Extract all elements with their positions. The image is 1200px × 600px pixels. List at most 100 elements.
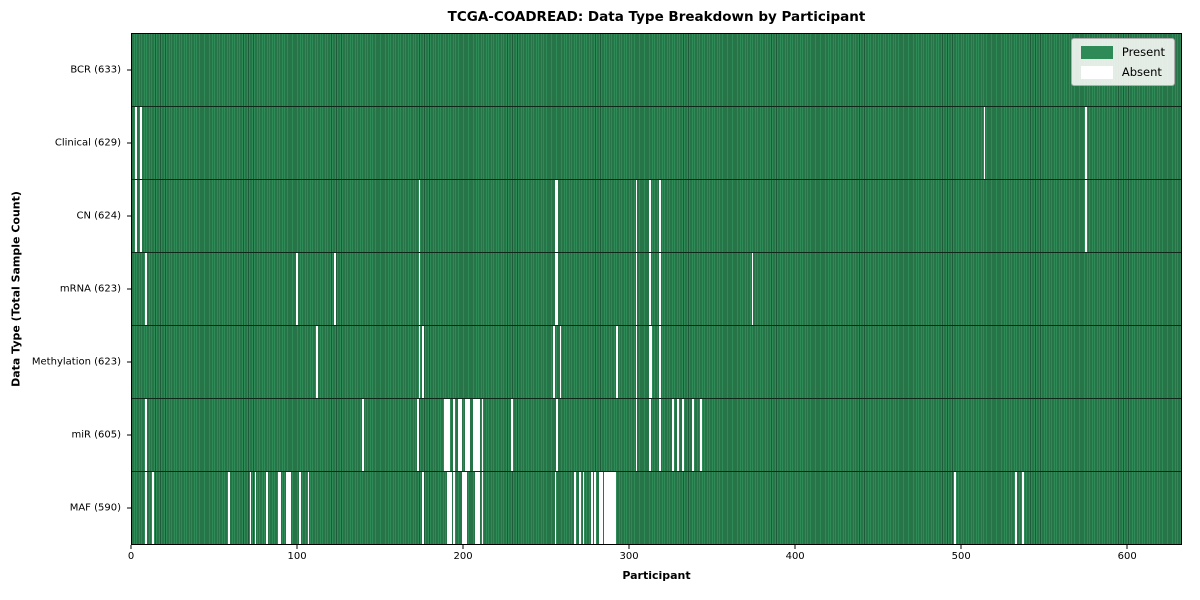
absent-stripe (418, 326, 421, 398)
legend-swatch-absent (1080, 65, 1113, 79)
chart-title: TCGA-COADREAD: Data Type Breakdown by Pa… (447, 9, 866, 25)
y-tick-label-MAF: MAF (590) (69, 502, 121, 514)
legend: Present Absent (1070, 38, 1175, 86)
absent-stripe (635, 253, 638, 325)
absent-stripe (450, 472, 452, 544)
absent-stripe (594, 472, 596, 544)
absent-stripe (599, 472, 601, 544)
absent-stripe (591, 472, 593, 544)
absent-stripe (446, 472, 449, 544)
absent-stripe (610, 472, 613, 544)
y-tick-mark (127, 69, 131, 71)
absent-stripe (453, 472, 456, 544)
y-tick-label-BCR: BCR (633) (70, 64, 121, 76)
legend-entry-present: Present (1080, 45, 1165, 59)
absent-stripe (1084, 180, 1087, 252)
absent-stripe (692, 399, 694, 471)
absent-stripe (277, 472, 280, 544)
x-tick-mark (296, 545, 298, 549)
absent-stripe (658, 326, 661, 398)
x-tick-label: 400 (785, 551, 805, 562)
absent-stripe (609, 472, 611, 544)
absent-stripe (286, 472, 288, 544)
absent-stripe (145, 399, 147, 471)
x-tick-label: 500 (951, 551, 971, 562)
absent-stripe (649, 180, 651, 252)
absent-stripe (649, 326, 651, 398)
datatype-row-CN (132, 179, 1181, 252)
legend-swatch-present (1080, 45, 1113, 59)
y-tick-mark (127, 142, 131, 144)
absent-stripe (554, 253, 557, 325)
absent-stripe (635, 326, 638, 398)
y-tick-label-miR: miR (605) (71, 429, 121, 441)
absent-stripe (279, 472, 282, 544)
absent-stripe (443, 399, 446, 471)
absent-stripe (579, 472, 582, 544)
absent-stripe (556, 180, 558, 252)
plot-area: Present Absent (131, 33, 1182, 545)
absent-stripe (658, 180, 661, 252)
absent-stripe (145, 472, 147, 544)
absent-stripe (672, 399, 674, 471)
absent-stripe (582, 472, 585, 544)
absent-stripe (658, 253, 661, 325)
absent-stripe (612, 472, 615, 544)
absent-stripe (983, 107, 986, 179)
datatype-row-miR (132, 398, 1181, 471)
absent-stripe (600, 472, 603, 544)
absent-stripe (289, 472, 292, 544)
absent-stripe (476, 399, 479, 471)
absent-stripe (461, 472, 464, 544)
absent-stripe (478, 399, 480, 471)
absent-stripe (135, 107, 137, 179)
absent-stripe (1084, 107, 1087, 179)
x-tick-label: 600 (1117, 551, 1137, 562)
y-tick-mark (127, 215, 131, 217)
absent-stripe (1015, 472, 1017, 544)
absent-stripe (151, 472, 154, 544)
absent-stripe (604, 472, 606, 544)
y-axis-ticks: BCR (633) Clinical (629) CN (624) mRNA (623… (0, 33, 131, 545)
absent-stripe (417, 399, 419, 471)
absent-stripe (658, 399, 661, 471)
absent-stripe (465, 472, 467, 544)
absent-stripe (481, 399, 484, 471)
absent-stripe (677, 399, 679, 471)
absent-stripe (422, 326, 424, 398)
absent-stripe (460, 399, 462, 471)
absent-stripe (635, 180, 638, 252)
x-tick-mark (960, 545, 962, 549)
absent-stripe (574, 472, 577, 544)
absent-stripe (299, 472, 302, 544)
x-tick-label: 0 (127, 551, 135, 562)
absent-stripe (614, 472, 616, 544)
absent-stripe (478, 472, 480, 544)
y-tick-label-Methylation: Methylation (623) (31, 356, 121, 368)
absent-stripe (473, 399, 476, 471)
absent-stripe (475, 399, 477, 471)
y-tick-label-Clinical: Clinical (629) (54, 137, 121, 149)
datatype-row-MAF (132, 471, 1181, 544)
absent-stripe (511, 399, 514, 471)
absent-stripe (468, 399, 471, 471)
y-tick-mark (127, 434, 131, 436)
absent-stripe (649, 253, 651, 325)
x-tick-mark (1126, 545, 1128, 549)
legend-label: Absent (1121, 65, 1162, 79)
absent-stripe (296, 253, 298, 325)
datatype-row-BCR (132, 34, 1181, 106)
absent-stripe (307, 472, 310, 544)
absent-stripe (475, 472, 477, 544)
absent-stripe (476, 472, 479, 544)
absent-stripe (682, 399, 684, 471)
absent-stripe (953, 472, 956, 544)
datatype-row-Methylation (132, 325, 1181, 398)
absent-stripe (650, 326, 653, 398)
absent-stripe (607, 472, 610, 544)
x-tick-mark (462, 545, 464, 549)
absent-stripe (554, 180, 557, 252)
absent-stripe (315, 326, 318, 398)
absent-stripe (418, 180, 421, 252)
